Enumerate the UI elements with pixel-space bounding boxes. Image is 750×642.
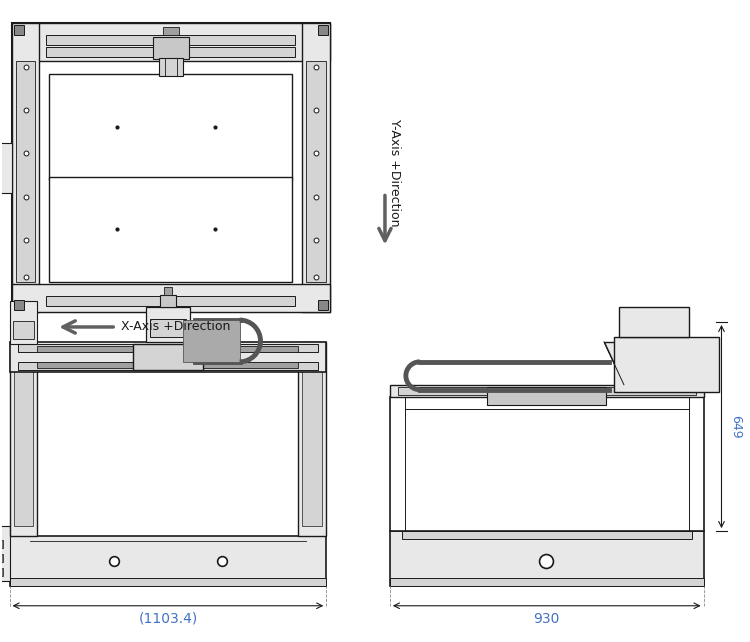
Bar <box>10 301 38 344</box>
Bar <box>402 531 692 539</box>
Text: Y-Axis +Direction: Y-Axis +Direction <box>388 119 401 227</box>
Bar <box>50 74 292 180</box>
Bar <box>159 58 183 76</box>
Bar <box>390 397 704 531</box>
Bar <box>11 284 330 312</box>
Bar <box>46 35 296 45</box>
Bar <box>183 320 239 362</box>
Text: 930: 930 <box>533 612 560 626</box>
Bar <box>318 300 328 310</box>
Text: (1103.4): (1103.4) <box>138 612 197 626</box>
Bar <box>390 385 704 397</box>
Bar <box>150 319 186 337</box>
Bar <box>50 177 292 282</box>
Bar <box>390 531 704 586</box>
Bar <box>10 342 326 372</box>
Bar <box>13 352 34 526</box>
Bar <box>487 386 606 404</box>
Bar <box>390 578 704 586</box>
Text: X-Axis +Direction: X-Axis +Direction <box>121 320 230 333</box>
Bar <box>614 337 718 392</box>
Bar <box>11 23 40 312</box>
Bar <box>46 296 296 306</box>
Bar <box>13 300 23 310</box>
Bar <box>318 25 328 35</box>
Bar <box>38 362 298 368</box>
Bar <box>160 295 176 307</box>
Bar <box>153 37 189 59</box>
Text: 649: 649 <box>730 415 742 438</box>
Bar <box>17 362 318 370</box>
Bar <box>164 287 172 295</box>
Bar <box>10 578 326 586</box>
Bar <box>619 307 688 337</box>
Bar <box>163 27 178 35</box>
Bar <box>0 526 10 581</box>
Bar <box>13 25 23 35</box>
Bar <box>10 342 38 536</box>
Bar <box>10 536 326 586</box>
Bar <box>11 23 330 61</box>
Bar <box>0 540 2 548</box>
Bar <box>17 344 318 352</box>
Bar <box>298 342 326 536</box>
Bar <box>0 143 11 193</box>
Bar <box>302 23 330 312</box>
Polygon shape <box>604 342 698 385</box>
Bar <box>11 23 330 312</box>
Bar <box>133 344 202 370</box>
Bar <box>306 61 326 282</box>
Bar <box>0 568 2 576</box>
Bar <box>13 321 34 339</box>
Bar <box>398 386 695 395</box>
Bar <box>16 61 35 282</box>
Bar <box>46 48 296 57</box>
Bar <box>0 554 2 562</box>
Bar <box>146 307 190 342</box>
Bar <box>302 352 322 526</box>
Bar <box>38 346 298 352</box>
